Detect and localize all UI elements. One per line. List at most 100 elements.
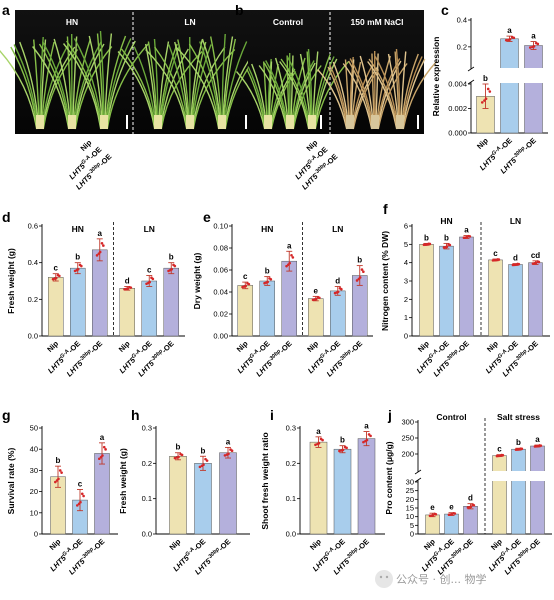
bar <box>463 506 478 535</box>
plant-leaf <box>0 50 38 130</box>
plant-stem <box>100 115 108 129</box>
significance-letter: e <box>449 503 454 512</box>
plant-stem <box>68 115 76 129</box>
data-point <box>223 454 227 457</box>
category-label-text: Nip <box>305 339 320 354</box>
bar-break-gap <box>499 68 520 83</box>
chart-c: c Relative expression 0.000 0.002 0.004 0.2 0.… <box>431 2 548 175</box>
category-label-text: Nip <box>416 339 431 354</box>
y-tick-label: 0.2 <box>286 459 296 468</box>
category-label: Nip <box>47 537 62 552</box>
category-label-sup: G-A <box>500 546 511 557</box>
bar <box>281 260 297 337</box>
plant-leaf <box>32 46 70 130</box>
y-tick-label: 4 <box>404 258 408 267</box>
photo-b-salt-label: 150 mM NaCl <box>351 17 404 27</box>
y-axis-label: Nitrogen content (% DW) <box>380 231 390 331</box>
significance-letter: a <box>535 435 540 444</box>
data-point <box>317 441 321 445</box>
significance-letter: b <box>56 456 61 465</box>
significance-letter: a <box>226 437 231 446</box>
plant-leaf <box>342 63 373 130</box>
bar <box>219 452 237 535</box>
chart-e: e Dry weight (g) 0.00 0.02 0.04 0.06 0.08 0.10 H… <box>192 209 373 378</box>
bar <box>439 245 454 337</box>
data-point <box>285 264 288 268</box>
y-tick-label: 0.2 <box>457 42 467 51</box>
category-label: Nip <box>167 537 182 552</box>
significance-letter: b <box>75 253 80 262</box>
data-point <box>480 101 484 104</box>
data-point <box>321 438 324 442</box>
significance-letter: a <box>287 241 292 250</box>
significance-letter: a <box>464 226 469 235</box>
data-point <box>465 235 469 239</box>
data-point <box>102 244 105 247</box>
plant-leaf <box>62 43 102 130</box>
data-point <box>76 504 79 507</box>
category-label-sup: G-A <box>80 154 91 165</box>
wechat-icon <box>375 570 393 588</box>
data-point <box>314 297 318 301</box>
data-point <box>202 463 205 467</box>
data-point <box>126 287 129 291</box>
scale-bar <box>320 115 322 129</box>
data-point <box>318 296 321 300</box>
significance-letter: cd <box>531 251 540 260</box>
y-tick-label: 300 <box>401 418 414 427</box>
group-label: LN <box>144 224 155 234</box>
y-tick-label: 0.004 <box>448 80 467 89</box>
bar-break-gap <box>491 471 508 481</box>
plant-leaf <box>367 61 398 130</box>
y-tick-label: 0 <box>34 530 38 539</box>
data-point <box>129 286 133 289</box>
y-tick-label: 0.000 <box>448 129 467 138</box>
category-label-sup: G-A <box>433 546 444 557</box>
panel-label-a: a <box>2 2 10 18</box>
plant-leaf <box>402 61 438 130</box>
y-tick-label: 250 <box>401 434 414 443</box>
data-point <box>198 465 202 469</box>
data-point <box>151 277 155 281</box>
y-tick-label: 0.2 <box>142 459 152 468</box>
data-point <box>517 262 521 266</box>
plant-leaf <box>121 48 157 130</box>
data-point <box>104 448 107 451</box>
photo-b-plants <box>235 48 438 130</box>
data-point <box>448 243 452 247</box>
plant-leaf <box>154 46 189 130</box>
data-point <box>336 290 340 294</box>
panel-label-c: c <box>441 2 449 18</box>
data-point <box>425 243 429 246</box>
bar <box>333 448 352 535</box>
group-label: HN <box>72 224 84 234</box>
y-tick-label: 0.08 <box>213 244 228 253</box>
scale-bar <box>126 115 128 129</box>
data-point <box>514 263 518 266</box>
y-tick-label: 20 <box>406 495 414 504</box>
y-tick-label: 5 <box>404 240 408 249</box>
data-point <box>205 459 209 462</box>
data-point <box>288 261 292 265</box>
data-point <box>98 250 102 254</box>
y-tick-label: 0.4 <box>457 16 467 25</box>
significance-letter: c <box>78 479 83 488</box>
category-label-sup: G-A <box>428 348 439 359</box>
significance-letter: d <box>468 494 473 503</box>
axis-break-mark <box>414 477 422 483</box>
category-label: Nip <box>45 339 60 354</box>
data-point <box>338 449 341 453</box>
data-point <box>101 454 104 457</box>
plant-stem <box>396 115 404 129</box>
bar <box>70 267 86 337</box>
bar <box>492 455 507 535</box>
data-point <box>291 256 295 259</box>
significance-letter: a <box>100 433 105 442</box>
data-point <box>177 455 180 459</box>
y-tick-label: 0.1 <box>142 494 152 503</box>
bar <box>500 38 519 134</box>
group-label: HN <box>261 224 273 234</box>
bar <box>259 280 275 337</box>
data-point <box>269 278 273 281</box>
wechat-icon-eye <box>385 575 389 579</box>
